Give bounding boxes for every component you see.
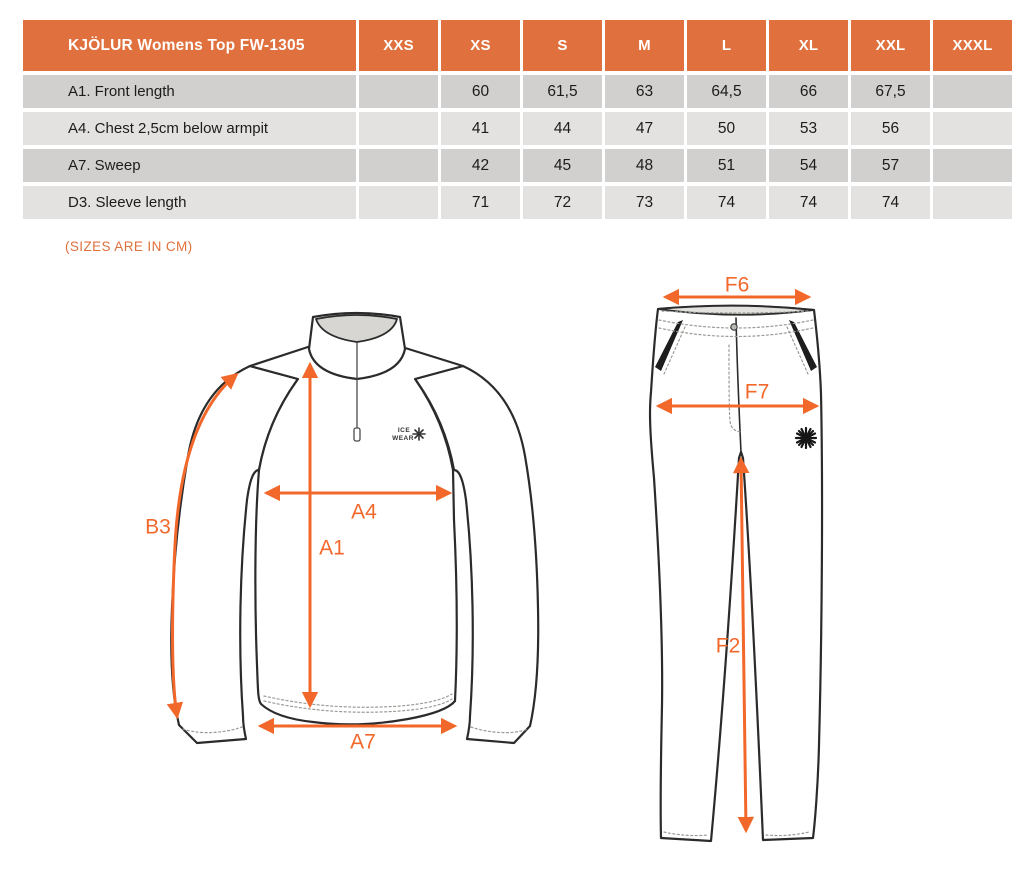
size-value-cell: 56 <box>851 112 930 145</box>
size-value-cell <box>359 186 438 219</box>
pants-drawing <box>648 288 824 843</box>
size-value-cell: 47 <box>605 112 684 145</box>
size-value-cell: 66 <box>769 75 848 108</box>
size-value-cell: 54 <box>769 149 848 182</box>
snowflake-icon <box>412 427 426 441</box>
size-value-cell <box>359 149 438 182</box>
measurement-label-a4: A4 <box>351 500 377 524</box>
size-column-header-xxs: XXS <box>359 20 438 71</box>
measurement-label-f7: F7 <box>744 380 770 404</box>
size-value-cell: 42 <box>441 149 520 182</box>
measurement-label-a7: A7 <box>350 730 376 754</box>
logo-line1: ICE <box>398 427 411 434</box>
size-value-cell: 64,5 <box>687 75 766 108</box>
pants-stitching <box>658 310 814 837</box>
measurement-label-f2: F2 <box>715 634 741 658</box>
size-value-cell: 74 <box>851 186 930 219</box>
size-value-cell: 53 <box>769 112 848 145</box>
size-value-cell <box>933 149 1012 182</box>
snowflake-icon <box>794 426 818 450</box>
size-value-cell <box>359 112 438 145</box>
size-value-cell: 73 <box>605 186 684 219</box>
size-value-cell: 71 <box>441 186 520 219</box>
top-measure-arrows <box>166 361 458 735</box>
size-column-header-xs: XS <box>441 20 520 71</box>
size-value-cell: 45 <box>523 149 602 182</box>
spec-label-cell: A7. Sweep <box>23 149 356 182</box>
top-right-sleeve <box>413 364 540 745</box>
size-value-cell: 61,5 <box>523 75 602 108</box>
product-title-cell: KJÖLUR Womens Top FW-1305 <box>23 20 356 71</box>
pants-center-seam <box>735 317 742 453</box>
top-stitching <box>182 693 529 734</box>
pants-measure-arrows <box>655 288 820 834</box>
size-value-cell: 74 <box>687 186 766 219</box>
measure-arrow-b3 <box>166 372 239 720</box>
measure-arrow-f2 <box>732 456 755 834</box>
pants-left-pocket <box>655 320 683 371</box>
size-value-cell: 51 <box>687 149 766 182</box>
technical-drawings: ICE WEAR <box>166 288 824 843</box>
icewear-logo: ICE WEAR <box>392 427 426 442</box>
spec-label-cell: A1. Front length <box>23 75 356 108</box>
size-value-cell: 50 <box>687 112 766 145</box>
spec-label-cell: D3. Sleeve length <box>23 186 356 219</box>
sizes-note: (SIZES ARE IN CM) <box>65 239 193 254</box>
size-column-header-m: M <box>605 20 684 71</box>
measurement-label-a1: A1 <box>319 536 345 560</box>
size-chart-table: KJÖLUR Womens Top FW-1305 XXS XS S M L X… <box>23 20 1012 219</box>
womens-top-drawing: ICE WEAR <box>166 311 540 745</box>
size-column-header-xxl: XXL <box>851 20 930 71</box>
size-value-cell: 41 <box>441 112 520 145</box>
size-value-cell: 72 <box>523 186 602 219</box>
size-value-cell: 74 <box>769 186 848 219</box>
size-value-cell: 67,5 <box>851 75 930 108</box>
size-value-cell: 63 <box>605 75 684 108</box>
waist-button <box>730 323 738 331</box>
size-value-cell <box>359 75 438 108</box>
size-value-cell <box>933 112 1012 145</box>
size-column-header-xl: XL <box>769 20 848 71</box>
pants-right-pocket <box>789 320 817 371</box>
pants-outline <box>648 304 824 843</box>
spec-label-cell: A4. Chest 2,5cm below armpit <box>23 112 356 145</box>
size-value-cell <box>933 186 1012 219</box>
size-value-cell <box>933 75 1012 108</box>
top-collar-opening <box>315 314 398 343</box>
size-value-cell: 60 <box>441 75 520 108</box>
size-column-header-l: L <box>687 20 766 71</box>
size-value-cell: 44 <box>523 112 602 145</box>
measurement-label-f6: F6 <box>724 273 750 297</box>
zipper <box>353 342 361 442</box>
size-column-header-s: S <box>523 20 602 71</box>
size-column-header-xxxl: XXXL <box>933 20 1012 71</box>
logo-line2: WEAR <box>392 435 414 442</box>
size-value-cell: 48 <box>605 149 684 182</box>
size-value-cell: 57 <box>851 149 930 182</box>
measurement-label-b3: B3 <box>145 515 171 539</box>
